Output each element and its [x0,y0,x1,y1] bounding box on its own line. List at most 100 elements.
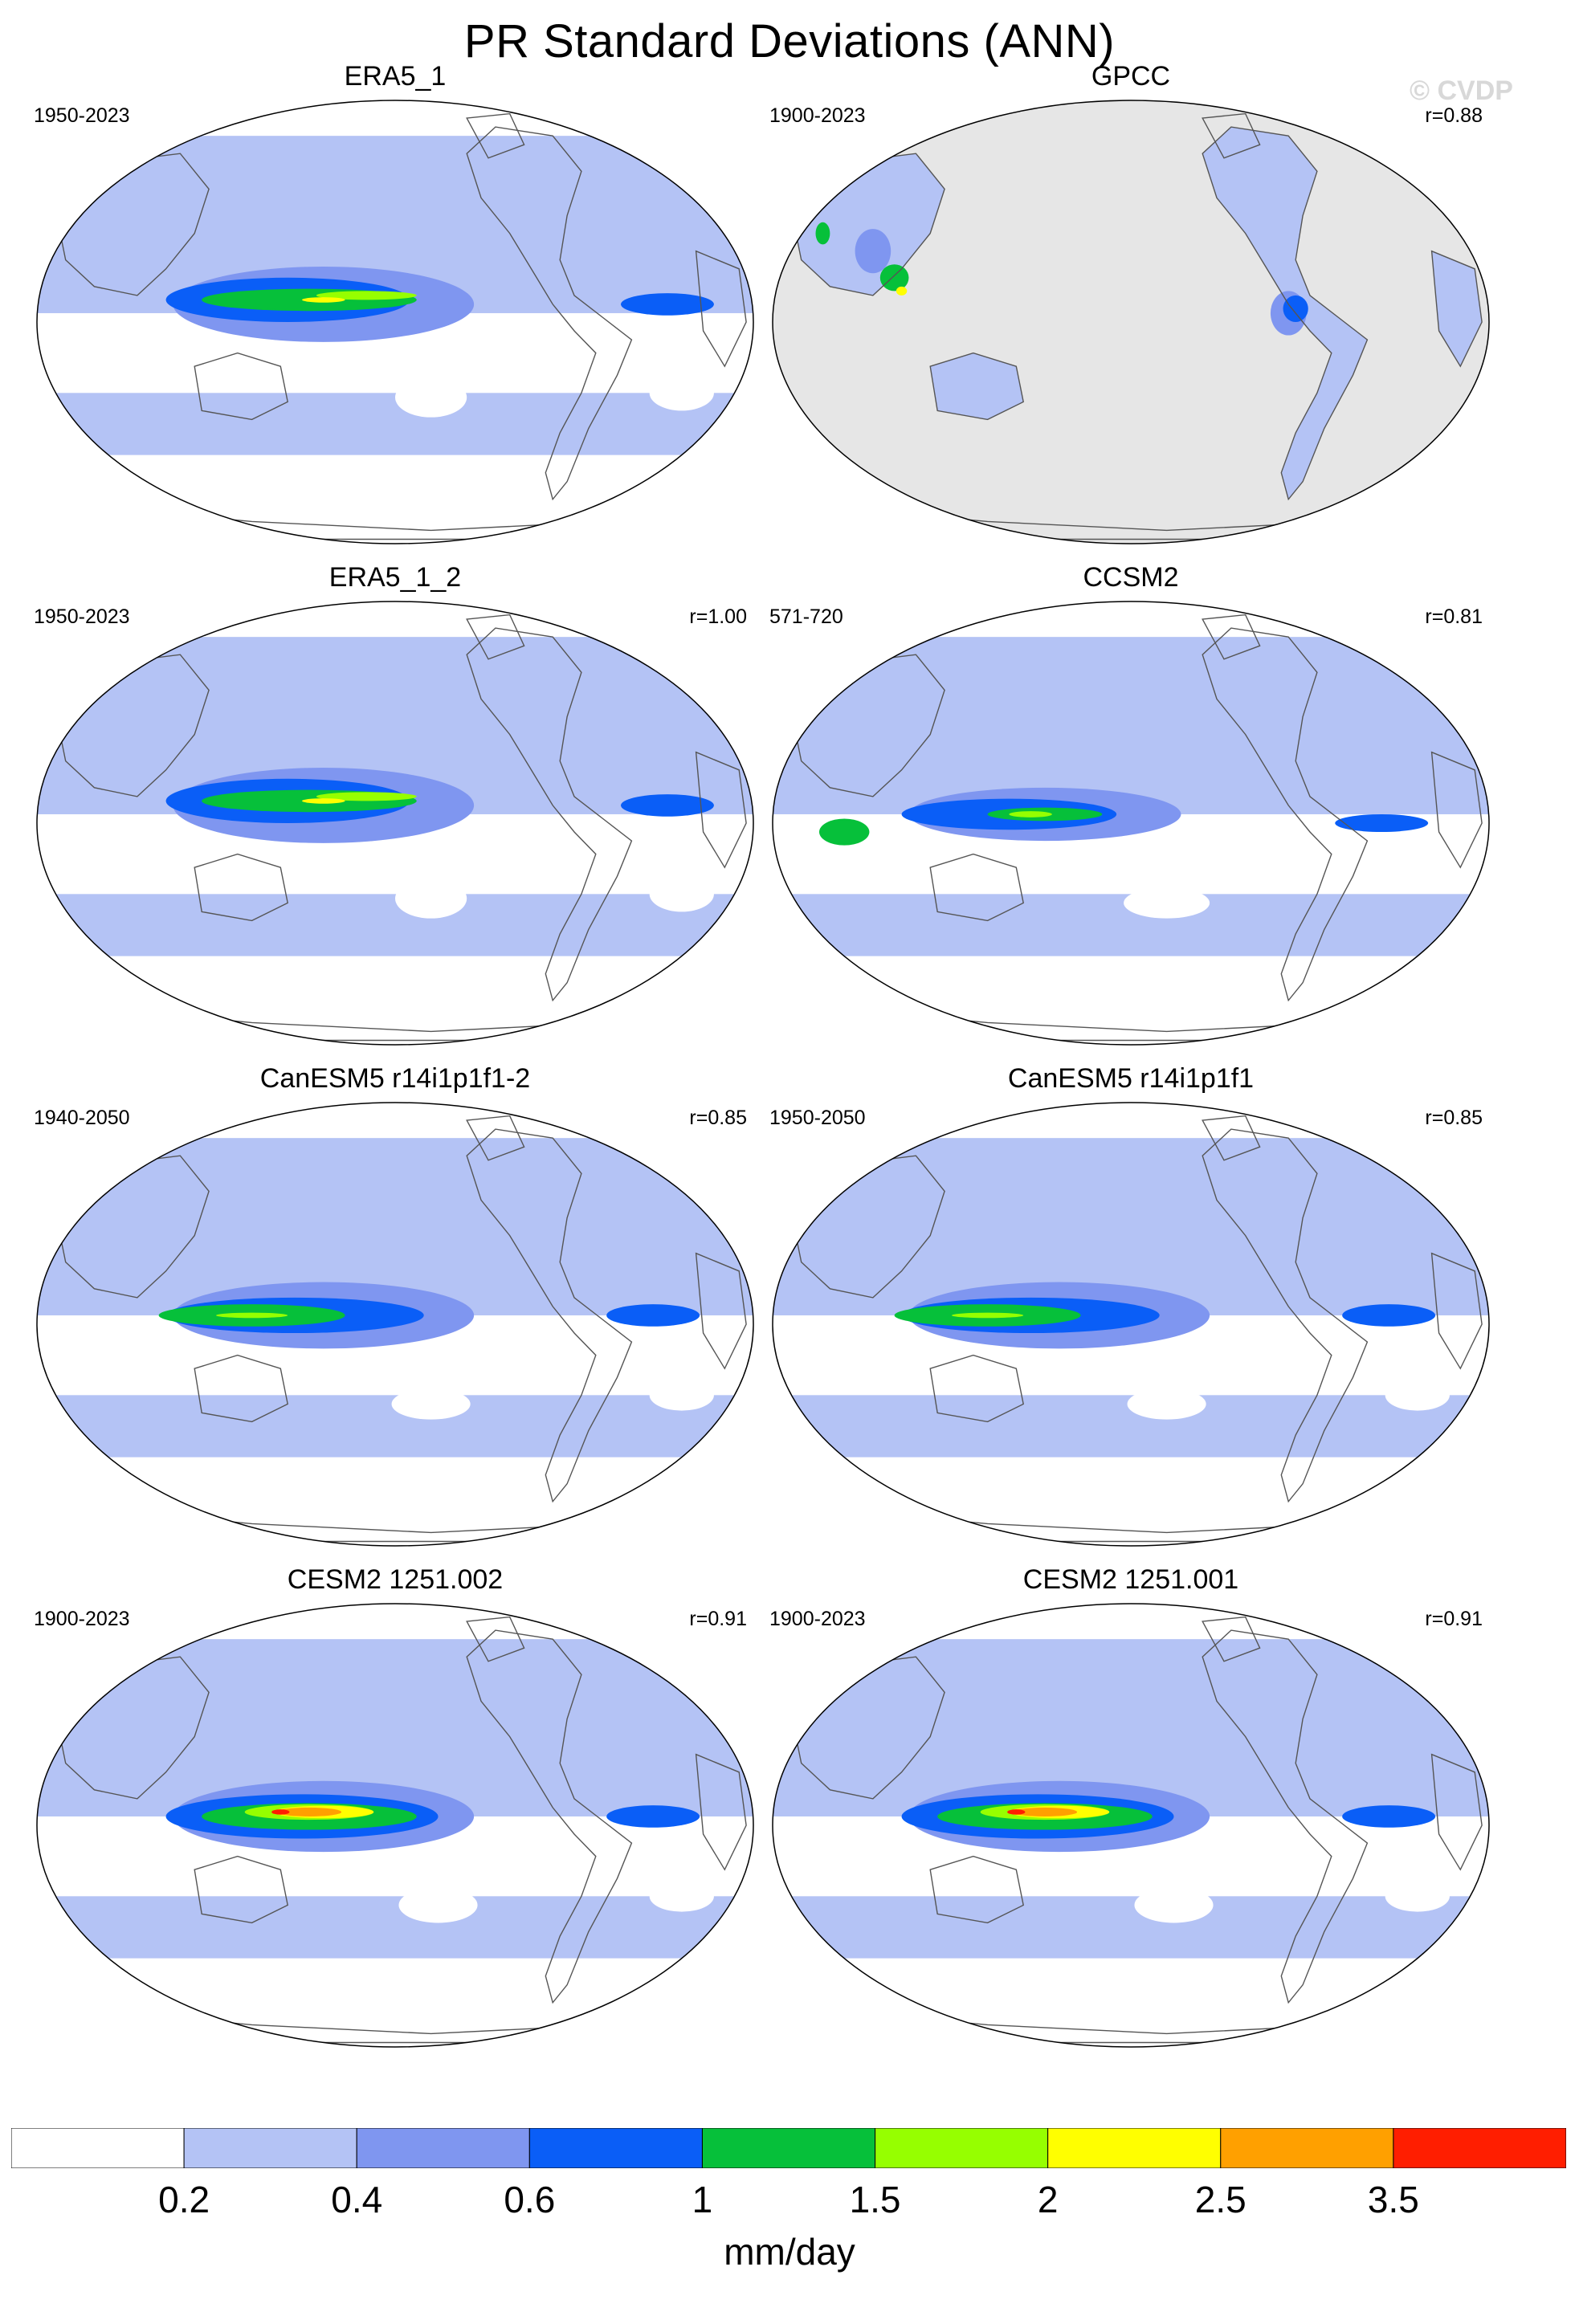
colorbar-segment [1393,2128,1566,2168]
colorbar-tick-label: 3.5 [1367,2179,1419,2220]
map-frame [772,100,1490,544]
contour-s-atlantic-dry [649,1881,714,1912]
map-background [773,100,1489,544]
contour-itcz-peak [1009,811,1052,817]
contour-atlantic-itcz [1335,813,1429,833]
colorbar-tick-label: 0.6 [504,2179,556,2220]
map-field [37,100,753,544]
contour-itcz-orange [1012,1807,1078,1816]
colorbar-tick-label: 2.5 [1194,2179,1246,2220]
coastline-africa [1430,1252,1483,1370]
coastline-greenland [466,112,525,159]
panel-period: 1950-2023 [34,605,130,628]
panel-correlation: r=0.91 [689,1608,747,1630]
map-frame [36,601,754,1046]
contour-southern-low [37,1896,753,1959]
coastline-australia [929,352,1024,421]
map-frame [772,601,1490,1046]
contour-itcz-orange [276,1807,342,1816]
contour-india-high [815,222,830,245]
colorbar-segment [701,2128,876,2168]
contour-itcz-max [302,297,345,303]
contour-se-pacific-dry [398,1887,478,1923]
colorbar-tick-label: 0.2 [158,2179,210,2220]
world-map [36,1603,754,2048]
contour-ocean-low [773,637,1489,814]
map-panel-8: CESM2 1251.001 1900-2023 r=0.91 [763,1564,1499,2054]
coastline-australia [194,352,288,421]
coastline-africa [695,1252,747,1370]
panel-title: CanESM5 r14i1p1f1 [1007,1063,1255,1094]
contour-se-asia-mid [855,229,892,274]
contour-southern-low [37,393,753,455]
panel-period: 1900-2023 [769,1608,866,1630]
colorbar-segment [356,2128,530,2168]
contour-se-pacific-dry [391,1388,471,1420]
world-map [772,601,1490,1046]
colorbar-tick-label: 1 [692,2179,713,2220]
panel-period: 571-720 [769,605,843,628]
panel-title: CCSM2 [1083,562,1179,593]
map-panel-7: CESM2 1251.002 1900-2023 r=0.91 [27,1564,763,2054]
contour-se-pacific-dry [395,377,467,418]
coastline-greenland [466,614,525,660]
contour-itcz-peak [316,792,417,801]
contour-itcz-peak [216,1312,288,1319]
contour-atlantic-itcz [620,293,714,316]
contour-itcz-red [271,1809,290,1815]
world-map [772,1102,1490,1547]
page-title: PR Standard Deviations (ANN) [463,15,1116,67]
map-frame [772,1102,1490,1547]
map-panel-3: ERA5_1_2 1950-2023 r=1.00 [27,562,763,1052]
contour-indian-ocean [818,818,870,846]
land-precip-africa [1431,251,1483,367]
coastline-greenland [1202,112,1261,159]
panel-correlation: r=0.91 [1425,1608,1483,1630]
world-map [36,1102,754,1547]
contour-ocean-low [37,1138,753,1315]
map-field [37,1604,753,2047]
colorbar [11,2128,1566,2168]
panel-title: GPCC [1091,61,1171,92]
contour-atlantic-itcz [606,1805,700,1828]
map-frame [772,1603,1490,2048]
coastline-greenland [1202,1616,1261,1662]
coastline-americas [1202,1128,1369,1503]
world-map [772,100,1490,544]
contour-itcz-peak [316,291,417,300]
map-frame [36,100,754,544]
contour-southern-low [773,1896,1489,1959]
coastline-americas [1202,1629,1369,2004]
contour-itcz-max [302,798,345,804]
panel-correlation: r=0.88 [1425,104,1483,127]
contour-atlantic-itcz [1342,1304,1436,1327]
contour-atlantic-itcz [606,1304,700,1327]
map-panel-4: CCSM2 571-720 r=0.81 [763,562,1499,1052]
coastline-greenland [1202,1115,1261,1161]
world-map [36,601,754,1046]
land-precip-australia [930,353,1024,420]
colorbar-segment [875,2128,1049,2168]
coastline-americas [466,1629,633,2004]
contour-itcz-red [1007,1809,1026,1815]
coastline-africa [1430,751,1483,869]
coastline-greenland [466,1616,525,1662]
map-panel-6: CanESM5 r14i1p1f1 1950-2050 r=0.85 [763,1063,1499,1553]
coastline-australia [194,853,288,922]
panel-title: ERA5_1_2 [328,562,462,593]
contour-s-atlantic-dry [1385,1881,1450,1912]
colorbar-segment [183,2128,357,2168]
panel-correlation: r=1.00 [689,605,747,628]
map-field [773,601,1489,1045]
panel-title: CESM2 1251.002 [287,1564,504,1595]
coastline-africa [695,1753,747,1871]
coastline-greenland [466,1115,525,1161]
coastline-australia [194,1354,288,1423]
contour-atlantic-itcz [620,794,714,817]
panel-period: 1950-2050 [769,1107,866,1129]
map-panel-1: ERA5_1 1950-2023 [27,61,763,551]
colorbar-segment [1047,2128,1222,2168]
coastline-australia [194,1855,288,1924]
coastline-africa [695,751,747,869]
panel-title: ERA5_1 [344,61,447,92]
